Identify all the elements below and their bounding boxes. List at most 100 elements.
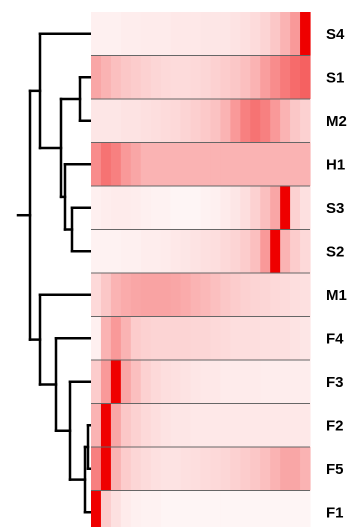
heatmap-cell [190, 142, 202, 186]
heatmap-cell [120, 403, 132, 447]
heatmap-cell [110, 229, 122, 273]
heatmap-cell [91, 316, 102, 360]
heatmap-cell [91, 12, 102, 56]
heatmap-cell [260, 12, 271, 56]
heatmap-cell [100, 229, 112, 273]
heatmap-cell [160, 490, 172, 527]
heatmap-cell [270, 447, 281, 491]
heatmap-cell [91, 490, 102, 527]
heatmap-cell [270, 55, 281, 99]
heatmap-cell [170, 55, 182, 99]
heatmap-cell [260, 273, 271, 317]
heatmap-cell [170, 99, 182, 143]
heatmap-cell [250, 99, 261, 143]
heatmap-cell [270, 142, 281, 186]
heatmap-cell [180, 229, 192, 273]
heatmap-cell [91, 55, 102, 99]
heatmap-cell [91, 273, 102, 317]
heatmap-cell [300, 99, 311, 143]
heatmap-cell [240, 99, 251, 143]
heatmap-cell [150, 229, 162, 273]
heatmap-cell [210, 490, 221, 527]
heatmap-cell [220, 12, 231, 56]
heatmap-cell [250, 316, 261, 360]
heatmap-cell [230, 316, 241, 360]
heatmap-row-m2 [91, 99, 311, 143]
heatmap-cell [170, 447, 182, 491]
heatmap-cell [150, 186, 162, 230]
heatmap-cell [140, 99, 152, 143]
heatmap-cell [160, 142, 172, 186]
heatmap-cell [270, 99, 281, 143]
heatmap-cell [250, 186, 261, 230]
heatmap-cell [120, 229, 132, 273]
heatmap-cell [240, 12, 251, 56]
heatmap-cell [110, 403, 122, 447]
heatmap-cell [150, 55, 162, 99]
heatmap-cell [130, 12, 142, 56]
heatmap-cell [130, 142, 142, 186]
heatmap-cell [210, 55, 221, 99]
heatmap-cell [180, 360, 192, 404]
heatmap-cell [180, 403, 192, 447]
heatmap-cell [160, 55, 172, 99]
heatmap-cell [130, 55, 142, 99]
heatmap [91, 12, 311, 527]
heatmap-cell [170, 360, 182, 404]
heatmap-cell [220, 360, 231, 404]
heatmap-cell [250, 490, 261, 527]
heatmap-cell [140, 186, 152, 230]
heatmap-cell [300, 229, 311, 273]
heatmap-cell [100, 403, 112, 447]
heatmap-cell [140, 142, 152, 186]
heatmap-cell [230, 273, 241, 317]
heatmap-cell [210, 186, 221, 230]
heatmap-cell [180, 55, 192, 99]
heatmap-cell [290, 99, 301, 143]
heatmap-cell [210, 360, 221, 404]
heatmap-cell [130, 99, 142, 143]
heatmap-cell [210, 99, 221, 143]
heatmap-cell [220, 490, 231, 527]
heatmap-cell [220, 273, 231, 317]
heatmap-cell [91, 99, 102, 143]
heatmap-cell [250, 447, 261, 491]
heatmap-cell [200, 273, 212, 317]
heatmap-cell [260, 229, 271, 273]
heatmap-cell [240, 360, 251, 404]
row-label-m2: M2 [326, 113, 347, 130]
heatmap-cell [190, 55, 202, 99]
heatmap-cell [160, 403, 172, 447]
heatmap-cell [150, 403, 162, 447]
heatmap-cell [290, 186, 301, 230]
heatmap-cell [150, 99, 162, 143]
heatmap-cell [300, 186, 311, 230]
heatmap-cell [280, 142, 291, 186]
heatmap-cell [140, 360, 152, 404]
heatmap-cell [240, 229, 251, 273]
heatmap-cell [220, 316, 231, 360]
heatmap-cell [210, 447, 221, 491]
heatmap-cell [200, 403, 212, 447]
heatmap-cell [240, 55, 251, 99]
heatmap-cell [160, 99, 172, 143]
heatmap-cell [250, 12, 261, 56]
heatmap-cell [190, 316, 202, 360]
heatmap-cell [270, 360, 281, 404]
heatmap-cell [150, 447, 162, 491]
heatmap-cell [240, 316, 251, 360]
heatmap-cell [180, 186, 192, 230]
heatmap-cell [280, 99, 291, 143]
heatmap-cell [280, 316, 291, 360]
heatmap-row-f5 [91, 447, 311, 491]
heatmap-cell [260, 316, 271, 360]
heatmap-cell [280, 273, 291, 317]
row-label-f2: F2 [326, 417, 344, 434]
heatmap-cell [280, 447, 291, 491]
heatmap-cell [300, 360, 311, 404]
heatmap-cell [290, 490, 301, 527]
heatmap-cell [180, 447, 192, 491]
heatmap-cell [140, 447, 152, 491]
heatmap-cell [180, 273, 192, 317]
